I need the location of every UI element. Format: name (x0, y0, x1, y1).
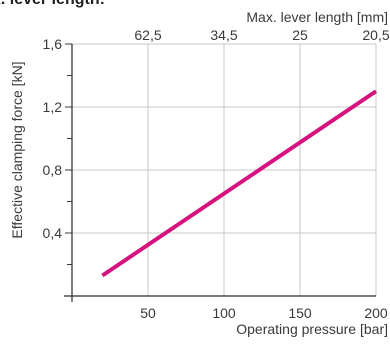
series-line-0 (101, 89, 378, 278)
top-tick-label-0: 62,5 (134, 27, 161, 43)
tick-labels: 0,4 0,8 1,2 1,6 50 100 150 200 62,5 34,5 25 20,5 (43, 27, 390, 321)
top-axis-label: Max. lever length [mm] (246, 9, 388, 25)
top-tick-label-3: 20,5 (362, 27, 389, 43)
grid-lines (72, 43, 377, 296)
y-tick-label-1: 0,8 (43, 162, 63, 178)
y-tick-label-2: 1,2 (43, 99, 63, 115)
y-tick-label-0: 0,4 (43, 225, 63, 241)
y-tick-label-3: 1,6 (43, 36, 63, 52)
x-axis-label: Operating pressure [bar] (236, 321, 388, 337)
x-tick-label-3: 200 (364, 305, 388, 321)
x-tick-label-2: 150 (288, 305, 312, 321)
axes (64, 43, 376, 302)
top-tick-label-1: 34,5 (210, 27, 237, 43)
x-tick-label-0: 50 (140, 305, 156, 321)
series-lines (101, 89, 378, 278)
y-axis-label: Effective clamping force [kN] (9, 61, 25, 238)
top-tick-label-2: 25 (292, 27, 308, 43)
chart-title-partial: x. lever length: (0, 0, 105, 8)
x-tick-label-1: 100 (212, 305, 236, 321)
